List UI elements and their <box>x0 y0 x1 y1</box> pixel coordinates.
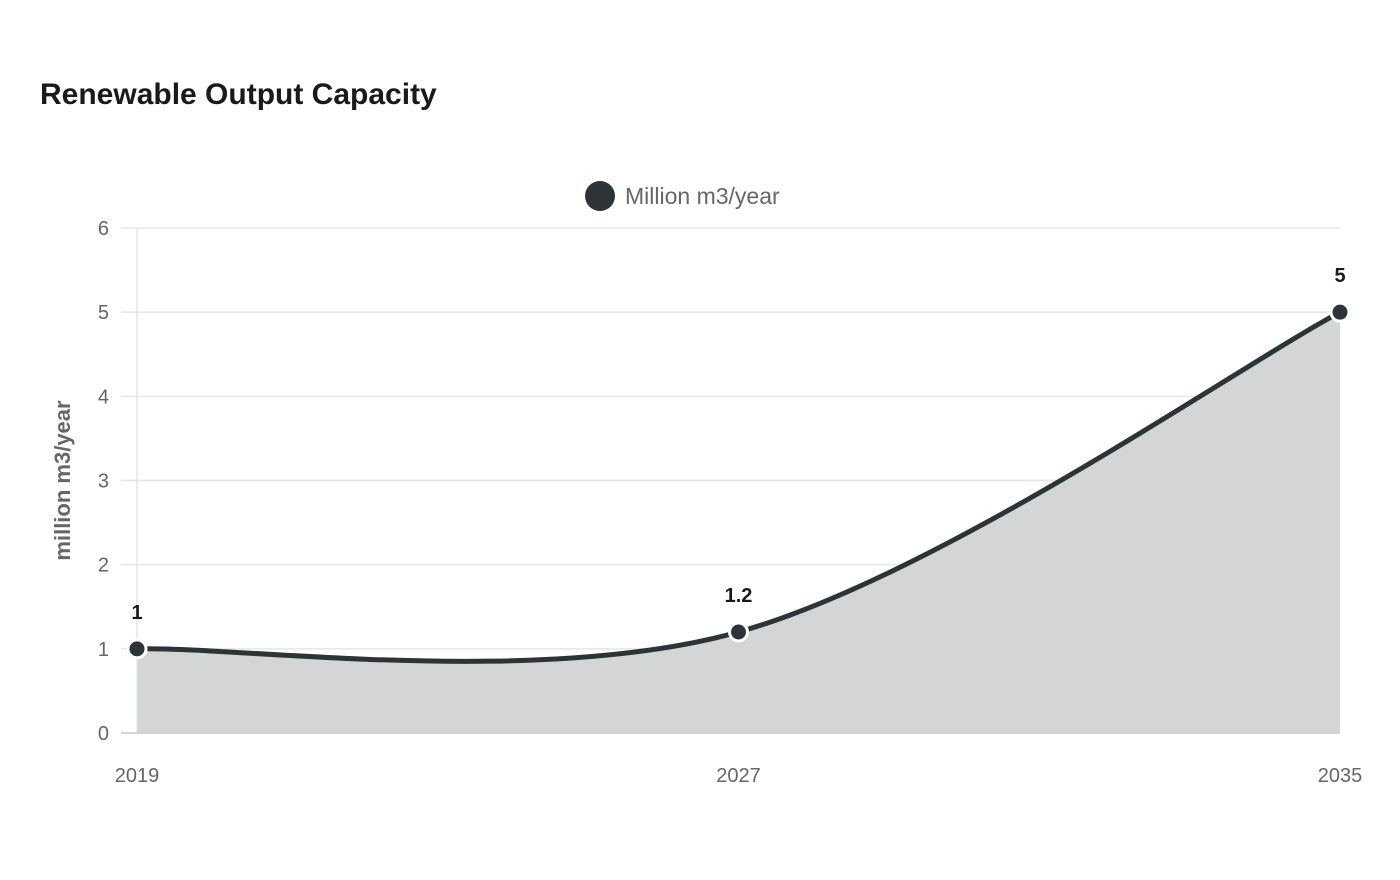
series-area <box>137 312 1340 733</box>
data-point <box>126 638 148 660</box>
data-point <box>1329 301 1351 323</box>
data-labels: 11.25 <box>131 265 1345 624</box>
y-tick-label: 5 <box>98 302 109 324</box>
legend: Million m3/year <box>585 181 780 211</box>
axes: 0 1 2 3 4 5 6 million m3/year 2019 2027 2035 <box>50 218 1362 787</box>
x-tick-label: 2035 <box>1318 765 1363 787</box>
y-tick-label: 3 <box>98 471 109 493</box>
legend-marker <box>585 181 615 211</box>
y-tick-label: 1 <box>98 639 109 661</box>
area-fill <box>137 312 1340 733</box>
data-label: 1.2 <box>725 585 753 607</box>
chart-title: Renewable Output Capacity <box>40 78 437 111</box>
data-label: 1 <box>131 602 142 624</box>
x-tick-label: 2027 <box>716 765 761 787</box>
y-tick-label: 0 <box>98 723 109 745</box>
x-tick-label: 2019 <box>115 765 160 787</box>
legend-label: Million m3/year <box>625 183 780 209</box>
y-tick-label: 6 <box>98 218 109 240</box>
y-tick-label: 2 <box>98 555 109 577</box>
data-points <box>126 301 1351 660</box>
y-tick-label: 4 <box>98 386 109 408</box>
data-label: 5 <box>1334 265 1345 287</box>
y-axis-title: million m3/year <box>50 400 75 561</box>
data-point <box>728 621 749 643</box>
